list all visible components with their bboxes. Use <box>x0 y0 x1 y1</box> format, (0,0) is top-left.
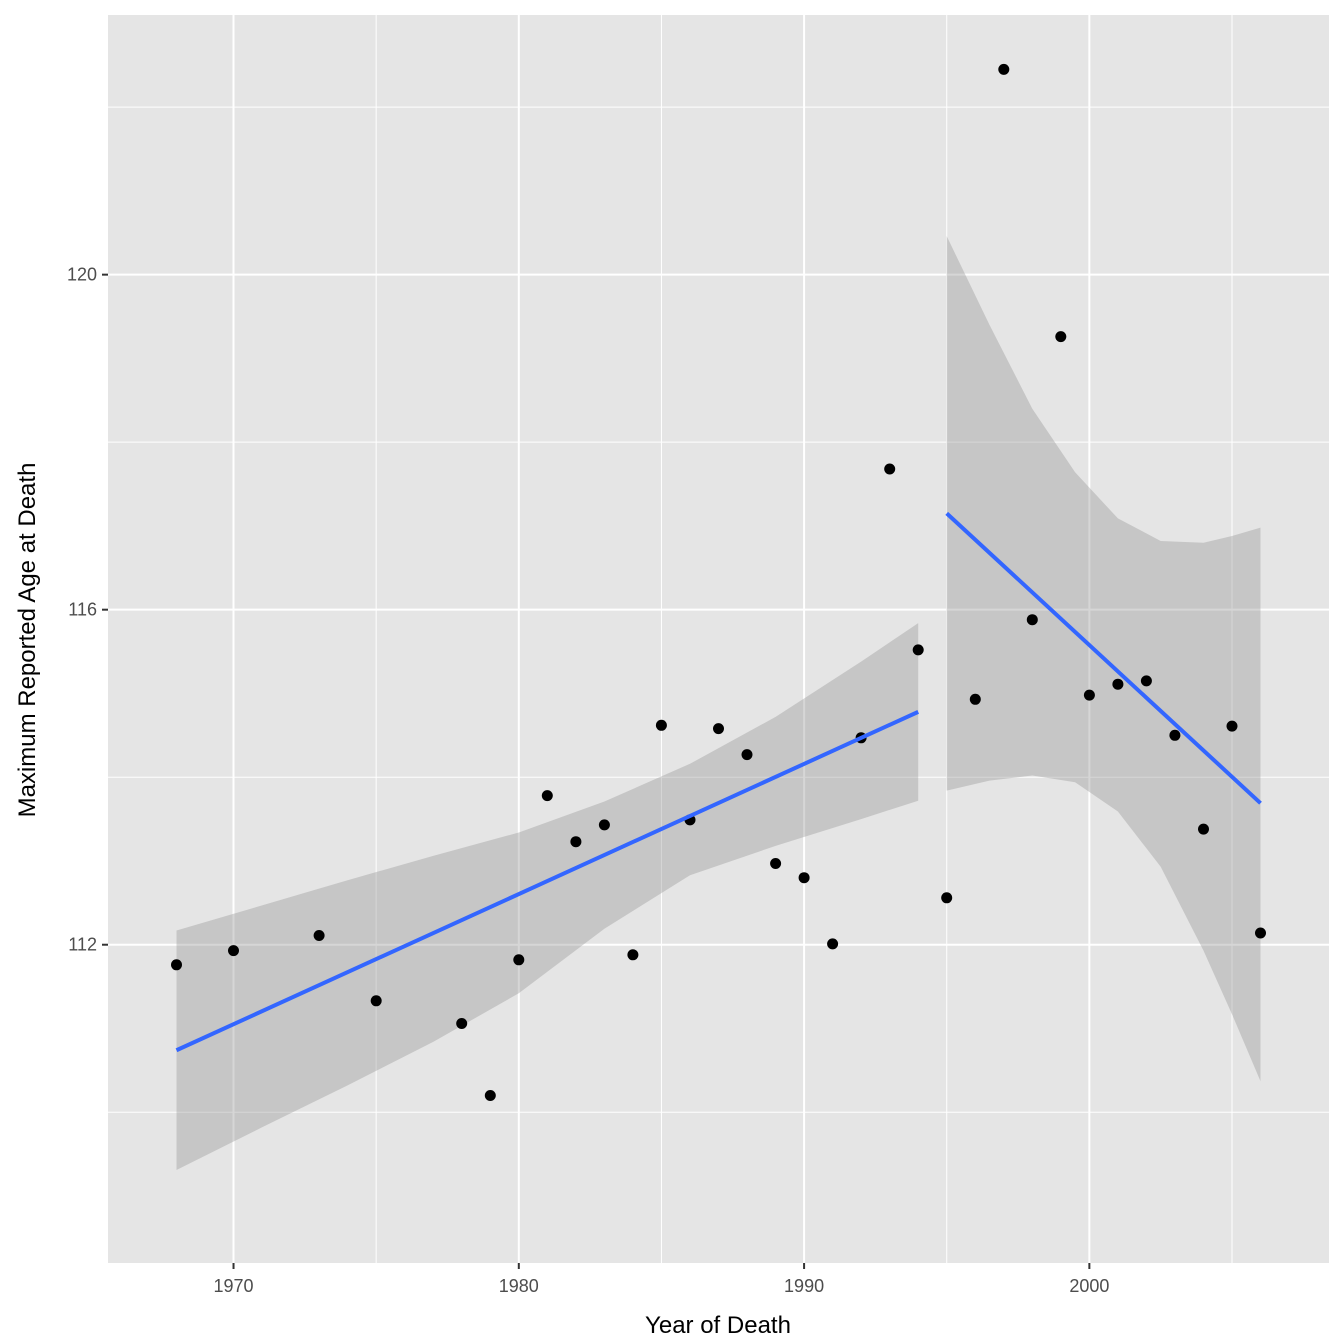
data-point <box>1026 614 1038 626</box>
data-point <box>969 693 981 705</box>
data-points <box>171 63 1266 1101</box>
data-point <box>884 463 896 475</box>
data-point <box>1083 689 1095 701</box>
data-point <box>513 954 525 966</box>
fit-line-1 <box>175 710 920 1053</box>
confidence-ribbon-1 <box>176 623 919 1170</box>
data-point <box>1255 927 1266 939</box>
axis-ticks <box>102 273 1091 1269</box>
fit-lines <box>175 511 1262 1053</box>
data-point <box>1055 331 1067 343</box>
y-tick-label: 116 <box>68 600 97 620</box>
data-point <box>655 719 667 731</box>
x-tick-label: 1990 <box>784 1276 824 1296</box>
x-tick-label: 1970 <box>213 1276 253 1296</box>
x-tick-label: 1980 <box>499 1276 539 1296</box>
y-tick-label: 120 <box>67 265 97 285</box>
data-point <box>171 959 182 971</box>
data-point <box>541 790 553 802</box>
data-point <box>598 819 610 831</box>
data-point <box>456 1018 468 1029</box>
fit-line-2 <box>945 511 1262 805</box>
data-point <box>912 644 924 656</box>
y-tick-labels: 112 116 120 <box>67 265 97 955</box>
y-tick-label: 112 <box>68 935 97 955</box>
data-point <box>827 938 839 950</box>
major-gridlines <box>108 15 1329 1263</box>
data-point <box>484 1090 496 1101</box>
x-tick-labels: 1970 1980 1990 2000 <box>213 1276 1109 1296</box>
x-axis-title: Year of Death <box>645 1312 791 1339</box>
data-point <box>941 892 953 904</box>
data-point <box>798 872 810 884</box>
data-point <box>627 949 639 961</box>
data-point <box>570 836 582 848</box>
data-point <box>770 858 782 869</box>
data-point <box>741 749 753 761</box>
data-point <box>370 995 382 1007</box>
data-point <box>1198 823 1209 835</box>
y-axis-title: Maximum Reported Age at Death <box>14 463 41 818</box>
data-point <box>1226 720 1238 732</box>
x-tick-label: 2000 <box>1069 1276 1109 1296</box>
data-point <box>1112 678 1124 690</box>
data-point <box>998 63 1010 75</box>
minor-gridlines <box>108 15 1329 1263</box>
data-point <box>1140 675 1152 687</box>
data-point <box>313 930 325 941</box>
data-point <box>228 945 239 957</box>
data-point <box>713 723 724 735</box>
plot-panel <box>108 15 1329 1263</box>
data-point <box>1169 729 1181 741</box>
